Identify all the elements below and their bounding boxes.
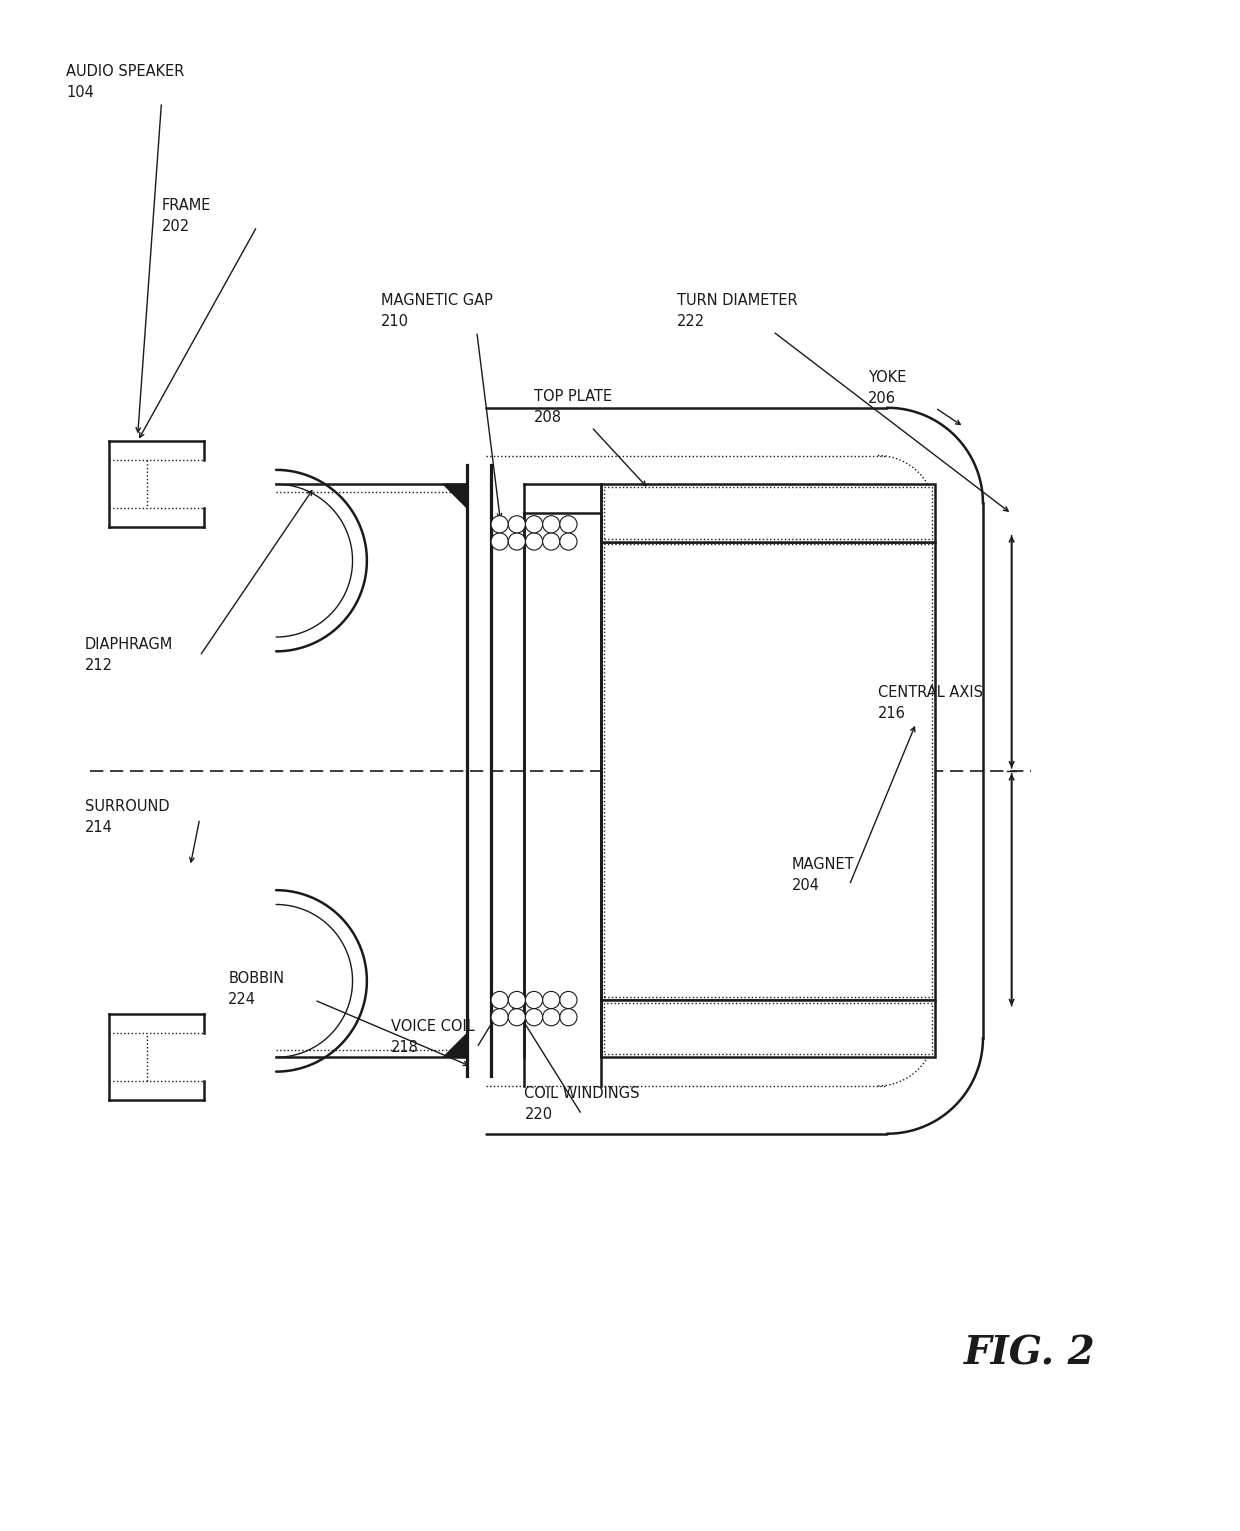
Text: 220: 220: [525, 1107, 553, 1122]
Text: COIL WINDINGS: COIL WINDINGS: [525, 1085, 640, 1101]
Circle shape: [526, 516, 543, 533]
Text: 208: 208: [534, 410, 562, 424]
Circle shape: [508, 516, 526, 533]
Bar: [601, 484, 935, 542]
Polygon shape: [443, 484, 467, 508]
Text: 214: 214: [86, 821, 113, 836]
Text: TOP PLATE: TOP PLATE: [534, 389, 613, 404]
Text: VOICE COIL: VOICE COIL: [391, 1020, 475, 1033]
Text: 206: 206: [868, 390, 897, 406]
Circle shape: [491, 533, 508, 550]
Circle shape: [526, 533, 543, 550]
Circle shape: [543, 516, 559, 533]
Bar: [601, 542, 935, 1000]
Text: 212: 212: [86, 658, 113, 674]
Text: FIG. 2: FIG. 2: [963, 1335, 1095, 1372]
Bar: [604, 487, 932, 539]
Text: MAGNETIC GAP: MAGNETIC GAP: [381, 292, 494, 308]
Circle shape: [559, 992, 577, 1009]
Text: DIAPHRAGM: DIAPHRAGM: [86, 637, 174, 652]
Circle shape: [543, 992, 559, 1009]
Text: 104: 104: [66, 84, 94, 100]
Circle shape: [508, 533, 526, 550]
Text: AUDIO SPEAKER: AUDIO SPEAKER: [66, 64, 185, 80]
Text: SURROUND: SURROUND: [86, 799, 170, 814]
Text: 216: 216: [878, 706, 905, 721]
Bar: [604, 1003, 932, 1055]
Circle shape: [559, 533, 577, 550]
Text: 204: 204: [792, 877, 820, 893]
Text: 222: 222: [677, 314, 706, 329]
Text: TURN DIAMETER: TURN DIAMETER: [677, 292, 797, 308]
Text: 218: 218: [391, 1040, 419, 1055]
Bar: [604, 545, 932, 997]
Text: CENTRAL AXIS: CENTRAL AXIS: [878, 684, 983, 700]
Text: 224: 224: [228, 992, 257, 1007]
Circle shape: [543, 533, 559, 550]
Text: 202: 202: [161, 219, 190, 234]
Circle shape: [526, 992, 543, 1009]
Text: 210: 210: [381, 314, 409, 329]
Circle shape: [559, 1009, 577, 1026]
Circle shape: [491, 992, 508, 1009]
Circle shape: [508, 1009, 526, 1026]
Text: YOKE: YOKE: [868, 369, 906, 384]
Text: BOBBIN: BOBBIN: [228, 971, 284, 986]
Circle shape: [526, 1009, 543, 1026]
Circle shape: [543, 1009, 559, 1026]
Circle shape: [559, 516, 577, 533]
Text: FRAME: FRAME: [161, 197, 211, 213]
Polygon shape: [443, 1033, 467, 1058]
Circle shape: [508, 992, 526, 1009]
Circle shape: [491, 516, 508, 533]
Circle shape: [491, 1009, 508, 1026]
Text: MAGNET: MAGNET: [792, 857, 854, 871]
Bar: [601, 1000, 935, 1058]
